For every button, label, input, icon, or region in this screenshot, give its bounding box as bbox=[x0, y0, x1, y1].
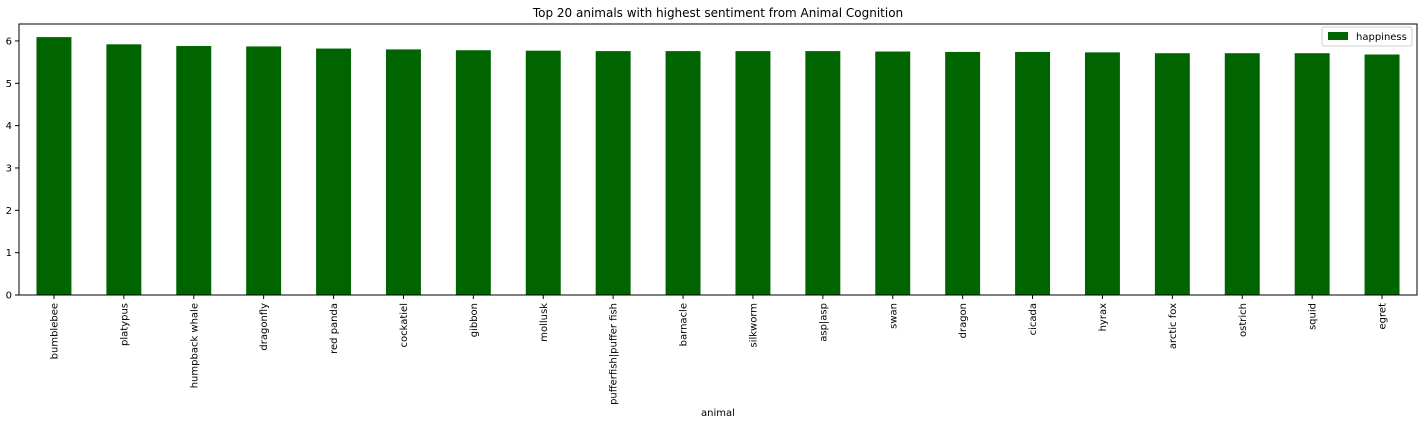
bar-humpback-whale bbox=[176, 46, 212, 295]
x-tick-label: humpback whale bbox=[189, 303, 200, 388]
chart-title: Top 20 animals with highest sentiment fr… bbox=[532, 6, 903, 20]
y-tick-label: 3 bbox=[6, 163, 12, 174]
bar-bumblebee bbox=[36, 37, 72, 296]
x-tick-label: red panda bbox=[329, 303, 340, 354]
y-tick-label: 4 bbox=[6, 121, 12, 132]
bar-platypus bbox=[106, 44, 142, 296]
bar-cockatiel bbox=[385, 49, 421, 295]
y-axis: 0 1 2 3 4 5 6 bbox=[6, 36, 19, 302]
x-tick-label: silkworm bbox=[748, 303, 759, 348]
x-axis: bumblebee platypus humpback whale dragonfly… bbox=[49, 295, 1389, 405]
bar-asp-asp bbox=[805, 51, 841, 295]
x-tick-label: bumblebee bbox=[49, 303, 60, 359]
legend: happiness bbox=[1321, 26, 1413, 47]
x-tick-label: mollusk bbox=[539, 303, 550, 342]
x-tick-label: squid bbox=[1308, 303, 1319, 330]
plot-frame bbox=[18, 23, 1418, 296]
x-tick-label: dragonfly bbox=[259, 303, 270, 351]
x-tick-label: barnacle bbox=[679, 303, 690, 346]
x-tick-label: ostrich bbox=[1238, 303, 1249, 337]
x-tick-label: egret bbox=[1378, 303, 1389, 330]
x-tick-label: dragon bbox=[958, 303, 969, 338]
y-tick-label: 6 bbox=[6, 36, 12, 47]
x-tick-label: gibbon bbox=[469, 303, 480, 337]
bar-squid bbox=[1294, 53, 1330, 295]
y-tick-label: 5 bbox=[6, 79, 12, 90]
x-tick-label: hyrax bbox=[1098, 303, 1109, 331]
bar-red-panda bbox=[316, 48, 352, 296]
bar-cicada bbox=[1015, 51, 1051, 296]
plot-area bbox=[36, 37, 1400, 296]
bar-pufferfish-puffer-fish bbox=[595, 51, 631, 295]
bar-egret bbox=[1364, 54, 1400, 295]
x-axis-label: animal bbox=[701, 408, 735, 419]
bar-silkworm bbox=[735, 51, 771, 295]
legend-swatch bbox=[1328, 32, 1348, 40]
bar-dragon bbox=[945, 51, 981, 296]
bar-mollusk bbox=[525, 50, 561, 296]
x-tick-label: pufferfish|puffer fish bbox=[609, 303, 620, 405]
bar-arctic-fox bbox=[1154, 53, 1190, 295]
x-tick-label: arctic fox bbox=[1168, 303, 1179, 349]
legend-label: happiness bbox=[1356, 32, 1407, 43]
y-tick-label: 1 bbox=[6, 248, 12, 259]
bar-ostrich bbox=[1224, 53, 1260, 295]
x-tick-label: cockatiel bbox=[399, 303, 410, 348]
bar-dragonfly bbox=[246, 46, 282, 296]
bar-gibbon bbox=[455, 50, 491, 295]
bar-hyrax bbox=[1084, 52, 1120, 295]
x-tick-label: asp|asp bbox=[818, 303, 829, 342]
y-tick-label: 0 bbox=[6, 291, 12, 302]
y-tick-label: 2 bbox=[6, 206, 12, 217]
bar-barnacle bbox=[665, 51, 701, 295]
x-tick-label: swan bbox=[888, 303, 899, 329]
bar-swan bbox=[875, 51, 911, 295]
x-tick-label: cicada bbox=[1028, 303, 1039, 335]
legend-box bbox=[1321, 26, 1413, 47]
x-tick-label: platypus bbox=[119, 303, 130, 346]
